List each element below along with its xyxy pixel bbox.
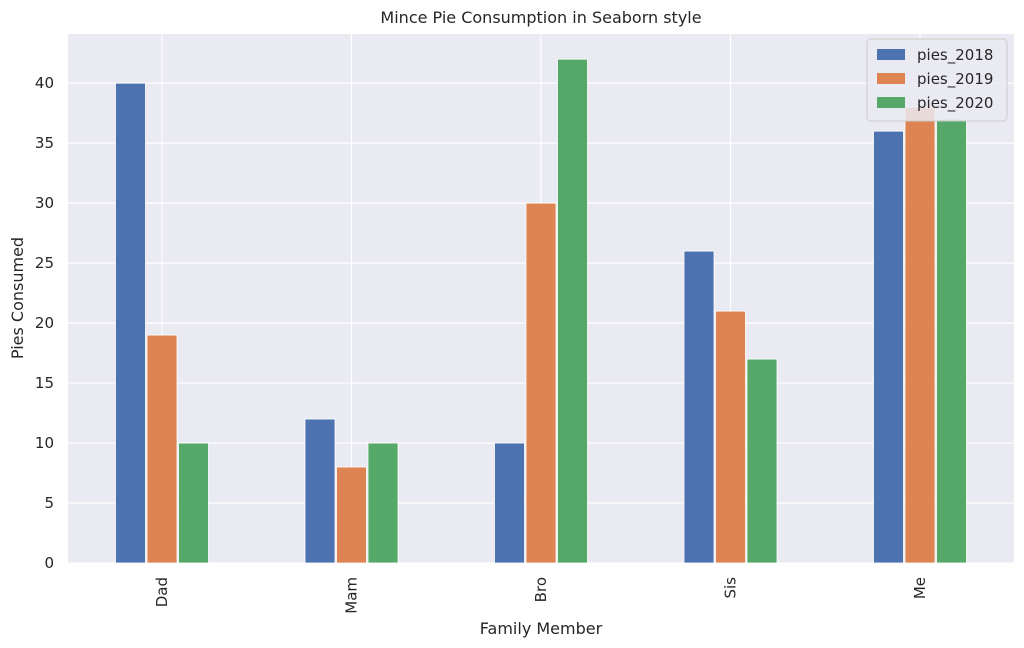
bar-pies_2019-mam xyxy=(336,466,367,564)
x-tick-label: Mam xyxy=(343,577,361,614)
legend-swatch-pies_2020 xyxy=(877,97,905,108)
bars xyxy=(115,58,967,564)
y-tick-label: 10 xyxy=(35,434,54,452)
y-tick-label: 35 xyxy=(35,134,54,152)
bar-pies_2020-bro xyxy=(557,58,588,564)
y-tick-label: 15 xyxy=(35,374,54,392)
x-tick-label: Bro xyxy=(532,577,550,602)
y-tick-label: 0 xyxy=(44,554,54,572)
bar-pies_2019-sis xyxy=(715,310,746,564)
chart-title: Mince Pie Consumption in Seaborn style xyxy=(380,8,701,27)
y-tick-labels: 0 5 10 15 20 25 30 35 40 xyxy=(35,74,54,572)
legend-label-pies_2020: pies_2020 xyxy=(917,94,993,113)
bar-pies_2018-bro xyxy=(494,442,525,564)
x-tick-label: Sis xyxy=(722,577,740,599)
x-tick-label: Me xyxy=(911,577,929,599)
legend-swatch-pies_2019 xyxy=(877,73,905,84)
x-tick-label: Dad xyxy=(153,577,171,607)
bar-pies_2020-me xyxy=(936,118,967,564)
y-axis-label: Pies Consumed xyxy=(8,237,27,359)
bar-pies_2019-dad xyxy=(146,334,178,564)
x-axis-label: Family Member xyxy=(480,619,603,638)
bar-pies_2020-dad xyxy=(178,442,209,564)
bar-pies_2020-sis xyxy=(746,358,778,564)
bar-pies_2018-sis xyxy=(683,250,715,564)
legend-label-pies_2019: pies_2019 xyxy=(917,70,993,89)
y-tick-label: 5 xyxy=(44,494,54,512)
bar-pies_2018-mam xyxy=(304,418,336,564)
bar-pies_2019-bro xyxy=(525,202,557,564)
y-tick-label: 25 xyxy=(35,254,54,272)
legend-label-pies_2018: pies_2018 xyxy=(917,46,993,65)
x-tick-labels: Dad Mam Bro Sis Me xyxy=(153,577,929,614)
y-tick-label: 20 xyxy=(35,314,54,332)
bar-pies_2018-dad xyxy=(115,82,146,564)
bar-pies_2020-mam xyxy=(367,442,399,564)
legend-swatch-pies_2018 xyxy=(877,49,905,60)
bar-pies_2019-me xyxy=(904,106,936,564)
y-tick-label: 40 xyxy=(35,74,54,92)
legend: pies_2018 pies_2019 pies_2020 xyxy=(866,38,1008,122)
y-tick-label: 30 xyxy=(35,194,54,212)
bar-pies_2018-me xyxy=(873,130,904,564)
